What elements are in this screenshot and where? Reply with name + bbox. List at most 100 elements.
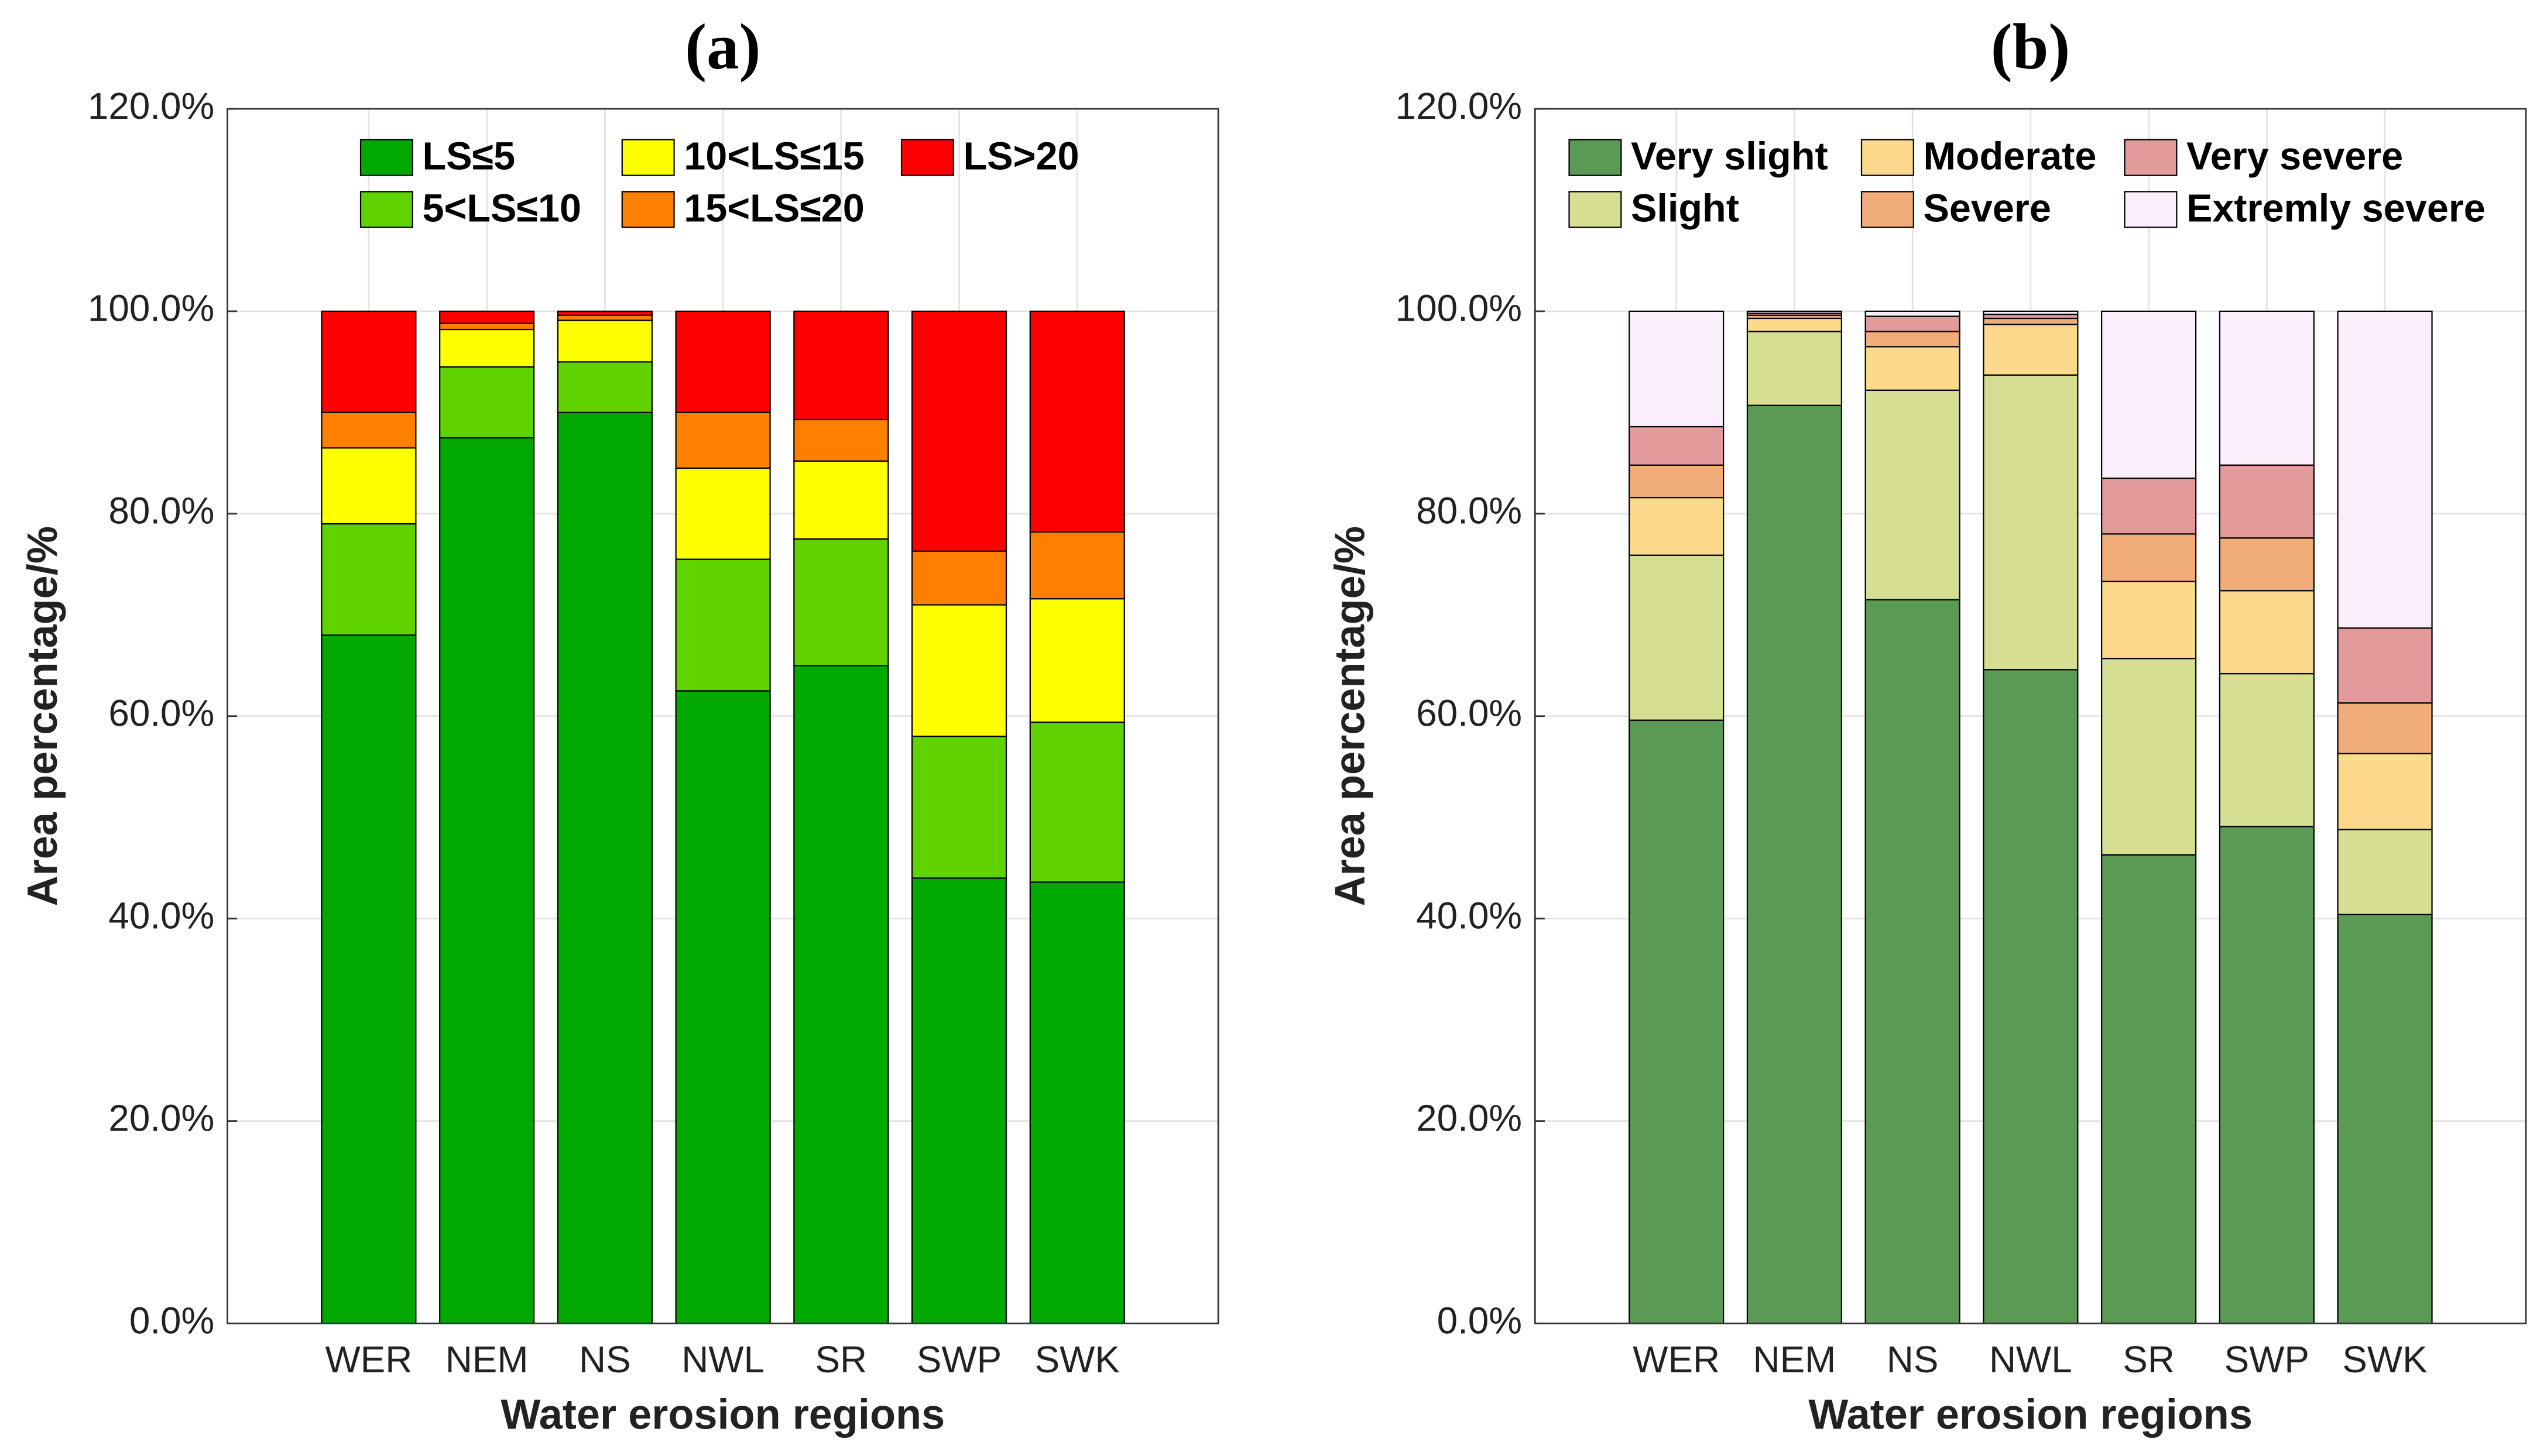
bar-segment xyxy=(1983,669,2079,1324)
bar-segment xyxy=(2101,854,2197,1324)
bar-segment xyxy=(1864,346,1960,391)
y-tick-label: 60.0% xyxy=(108,692,214,734)
bar-segment xyxy=(1746,310,1842,314)
legend-swatch xyxy=(1860,191,1914,228)
bar-segment xyxy=(1864,599,1960,1324)
x-tick-label: SWK xyxy=(1035,1338,1120,1381)
bar-segment xyxy=(439,322,535,331)
bar-segment xyxy=(911,604,1007,737)
bar-segment xyxy=(321,411,417,449)
legend-swatch xyxy=(621,191,675,228)
bar-segment xyxy=(1983,374,2079,671)
x-tick-label: SR xyxy=(815,1338,868,1381)
x-tick-label: NS xyxy=(579,1338,631,1381)
bar-segment xyxy=(321,310,417,413)
bar-segment xyxy=(439,437,535,1324)
legend-label: LS≤5 xyxy=(422,135,515,178)
bar-segment xyxy=(2219,590,2315,675)
legend-swatch xyxy=(1568,139,1622,176)
bar-segment xyxy=(675,310,771,413)
bar-segment xyxy=(2337,310,2433,629)
x-tick-label: WER xyxy=(1633,1338,1720,1381)
bar-segment xyxy=(793,665,889,1324)
x-tick-label: SWP xyxy=(917,1338,1002,1381)
bar-segment xyxy=(1746,331,1842,406)
bar-segment xyxy=(2101,581,2197,660)
bar-segment xyxy=(1746,404,1842,1324)
bar-segment xyxy=(1629,554,1725,721)
y-tick-label: 80.0% xyxy=(1416,490,1522,532)
x-tick-label: WER xyxy=(325,1338,412,1381)
chart-title: (a) xyxy=(685,11,760,83)
bar-segment xyxy=(1864,310,1960,317)
x-tick-label: SR xyxy=(2123,1338,2175,1381)
bar-segment xyxy=(321,634,417,1324)
bar-segment xyxy=(2337,702,2433,754)
bar-segment xyxy=(793,418,889,462)
bar-segment xyxy=(1864,331,1960,348)
bar-segment xyxy=(2101,478,2197,535)
y-tick-label: 120.0% xyxy=(88,85,214,127)
y-tick-label: 100.0% xyxy=(1396,287,1522,329)
y-tick-label: 120.0% xyxy=(1396,85,1522,127)
bar-segment xyxy=(1629,425,1725,466)
bar-segment xyxy=(1864,389,1960,600)
y-tick-label: 20.0% xyxy=(108,1097,214,1139)
y-axis-label: Area percentage/% xyxy=(1327,526,1374,906)
bar-segment xyxy=(557,310,653,316)
bar-segment xyxy=(2101,533,2197,582)
bar-segment xyxy=(1864,315,1960,332)
bar-segment xyxy=(793,460,889,540)
bar-segment xyxy=(439,366,535,439)
bar-segment xyxy=(675,690,771,1324)
legend-swatch xyxy=(359,139,413,176)
y-axis-label: Area percentage/% xyxy=(19,526,66,906)
bar-segment xyxy=(2337,914,2433,1324)
x-axis-label: Water erosion regions xyxy=(1808,1392,2253,1438)
bar-segment xyxy=(2219,672,2315,827)
bar-segment xyxy=(1983,317,2079,325)
y-tick-label: 40.0% xyxy=(108,895,214,937)
bar-segment xyxy=(439,310,535,324)
bar-segment xyxy=(2337,627,2433,704)
bar-segment xyxy=(793,538,889,667)
y-tick-label: 60.0% xyxy=(1416,692,1522,734)
bar-segment xyxy=(321,447,417,525)
legend-label: Slight xyxy=(1631,187,1739,230)
bar-segment xyxy=(1983,310,2079,315)
bar-segment xyxy=(1983,324,2079,376)
bar-segment xyxy=(557,411,653,1324)
legend-swatch xyxy=(621,139,675,176)
legend-label: LS>20 xyxy=(963,135,1079,178)
bar-segment xyxy=(911,310,1007,552)
bar-segment xyxy=(557,314,653,321)
bar-segment xyxy=(911,550,1007,606)
x-tick-label: NWL xyxy=(681,1338,765,1381)
bar-segment xyxy=(1629,464,1725,499)
legend-swatch xyxy=(1568,191,1622,228)
chart-title: (b) xyxy=(1991,11,2070,83)
bar-segment xyxy=(439,328,535,368)
bar-segment xyxy=(321,523,417,636)
legend-swatch xyxy=(2124,139,2178,176)
axes-box xyxy=(1534,108,2527,1324)
bar-segment xyxy=(2101,658,2197,856)
bar-segment xyxy=(1746,317,1842,332)
y-tick-label: 40.0% xyxy=(1416,895,1522,937)
bar-segment xyxy=(1629,719,1725,1324)
legend-swatch xyxy=(359,191,413,228)
bar-segment xyxy=(793,310,889,421)
legend-label: Moderate xyxy=(1923,135,2096,178)
bar-segment xyxy=(2337,753,2433,830)
legend-label: Severe xyxy=(1923,187,2051,230)
legend-swatch xyxy=(1860,139,1914,176)
y-tick-label: 100.0% xyxy=(88,287,214,329)
y-tick-label: 80.0% xyxy=(108,490,214,532)
bar-segment xyxy=(557,361,653,413)
x-tick-label: NWL xyxy=(1989,1338,2072,1381)
legend-label: Very slight xyxy=(1631,135,1828,178)
y-tick-label: 20.0% xyxy=(1416,1097,1522,1139)
x-tick-label: NS xyxy=(1887,1338,1939,1381)
bar-segment xyxy=(2219,537,2315,592)
